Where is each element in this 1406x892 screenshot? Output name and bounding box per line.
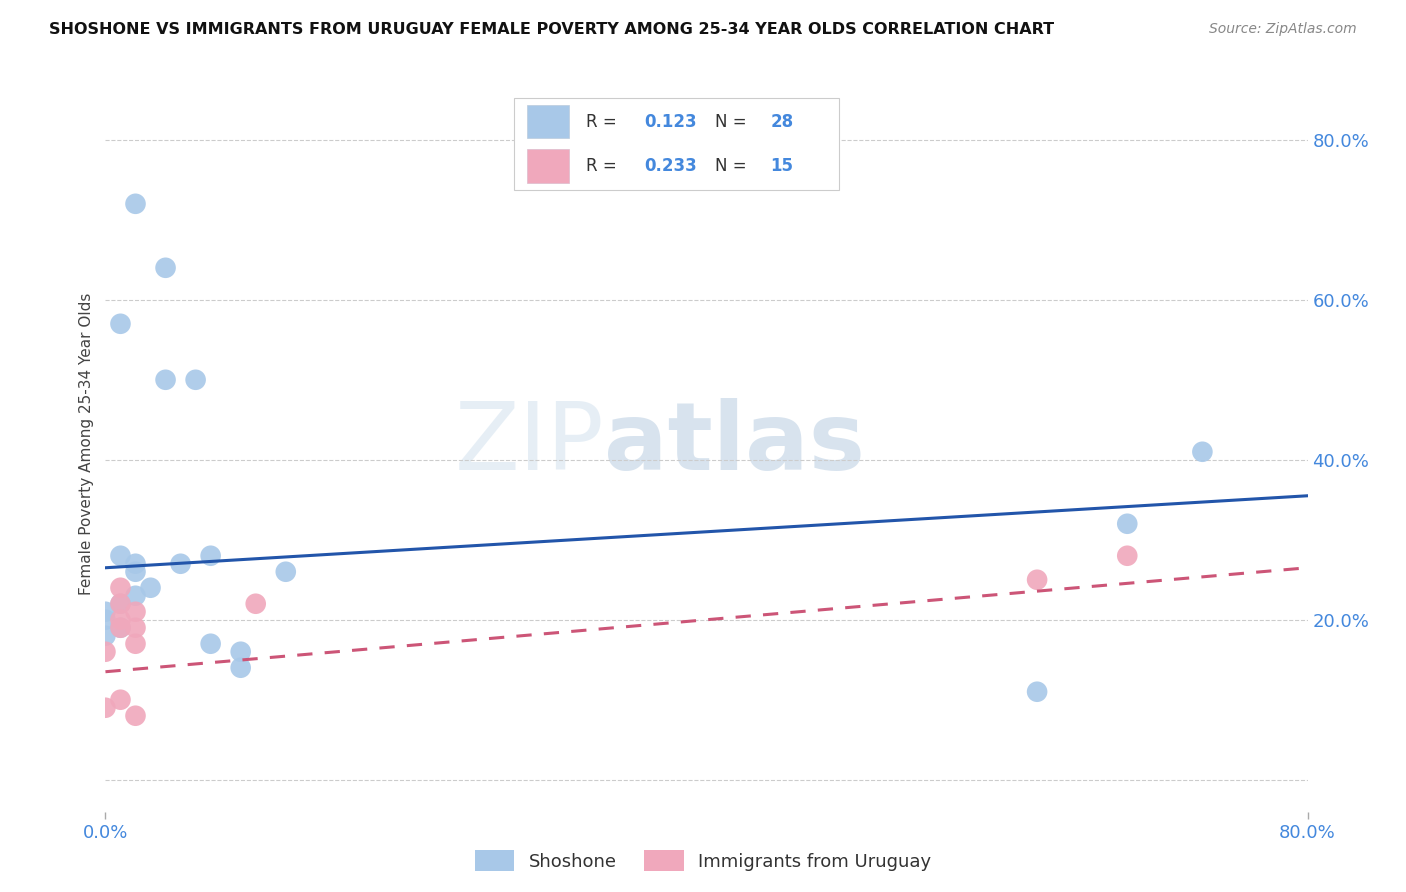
Point bbox=[155, 260, 177, 275]
Point bbox=[1116, 549, 1139, 563]
Point bbox=[110, 621, 132, 635]
Point bbox=[1191, 444, 1213, 458]
Point bbox=[124, 557, 146, 571]
Point bbox=[169, 557, 191, 571]
Text: ZIP: ZIP bbox=[454, 398, 605, 490]
Point bbox=[124, 565, 146, 579]
Point bbox=[139, 581, 162, 595]
Point bbox=[110, 581, 132, 595]
Text: Source: ZipAtlas.com: Source: ZipAtlas.com bbox=[1209, 22, 1357, 37]
Point bbox=[94, 629, 117, 643]
Point bbox=[124, 708, 146, 723]
Point bbox=[124, 605, 146, 619]
Point bbox=[110, 317, 132, 331]
Point bbox=[94, 645, 117, 659]
Text: SHOSHONE VS IMMIGRANTS FROM URUGUAY FEMALE POVERTY AMONG 25-34 YEAR OLDS CORRELA: SHOSHONE VS IMMIGRANTS FROM URUGUAY FEMA… bbox=[49, 22, 1054, 37]
Point bbox=[94, 605, 117, 619]
Point bbox=[94, 700, 117, 714]
Point bbox=[229, 645, 252, 659]
Point bbox=[94, 613, 117, 627]
Point bbox=[1026, 684, 1049, 698]
Point bbox=[110, 597, 132, 611]
Point bbox=[110, 621, 132, 635]
Point bbox=[184, 373, 207, 387]
Point bbox=[110, 613, 132, 627]
Point bbox=[1116, 516, 1139, 531]
Point bbox=[229, 661, 252, 675]
Point bbox=[245, 597, 267, 611]
Point bbox=[110, 692, 132, 706]
Point bbox=[124, 637, 146, 651]
Point bbox=[124, 621, 146, 635]
Legend: Shoshone, Immigrants from Uruguay: Shoshone, Immigrants from Uruguay bbox=[468, 843, 938, 879]
Point bbox=[155, 373, 177, 387]
Point bbox=[1026, 573, 1049, 587]
Point bbox=[110, 597, 132, 611]
Point bbox=[274, 565, 297, 579]
Y-axis label: Female Poverty Among 25-34 Year Olds: Female Poverty Among 25-34 Year Olds bbox=[79, 293, 94, 595]
Text: atlas: atlas bbox=[605, 398, 865, 490]
Point bbox=[124, 196, 146, 211]
Point bbox=[124, 589, 146, 603]
Point bbox=[200, 637, 222, 651]
Point bbox=[110, 549, 132, 563]
Point bbox=[200, 549, 222, 563]
